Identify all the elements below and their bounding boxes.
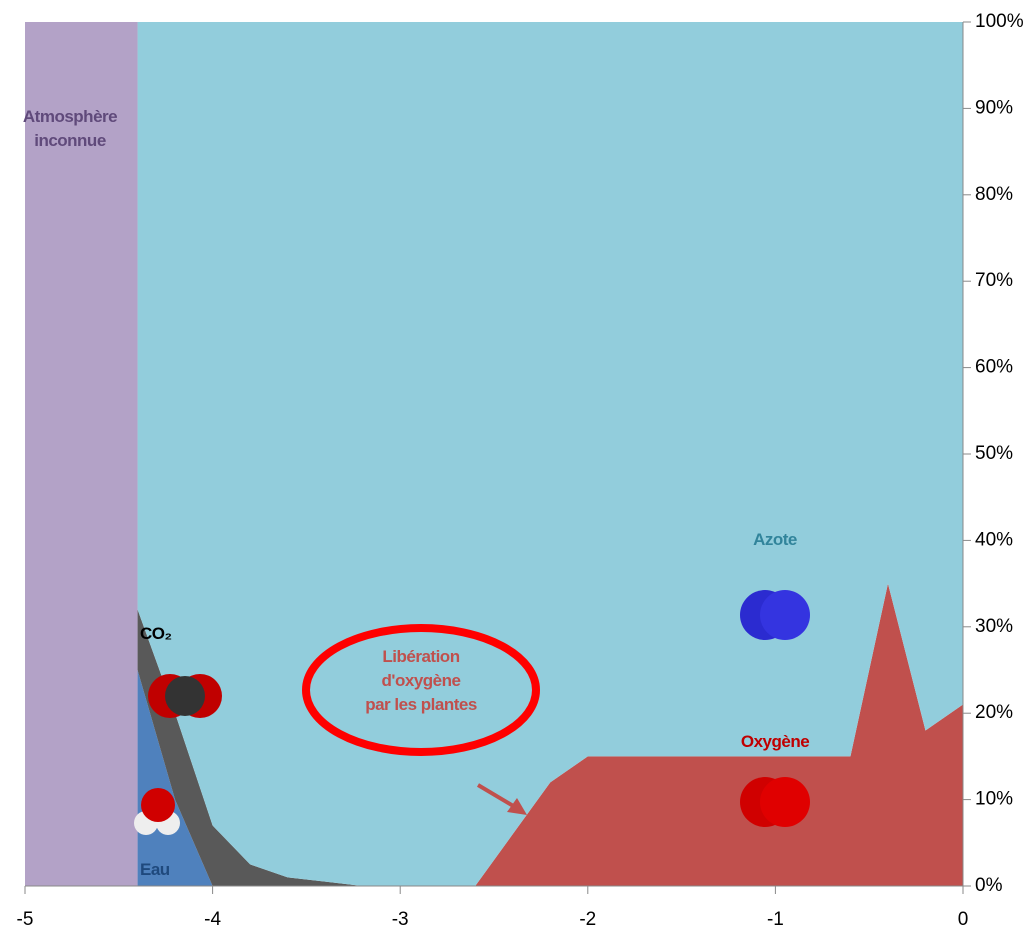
y-tick-label: 90%	[975, 97, 1013, 118]
y-tick-label: 60%	[975, 357, 1013, 378]
y-tick-label: 40%	[975, 529, 1013, 550]
annotation: Libération d'oxygène par les plantes	[341, 645, 501, 717]
highlight-ellipse	[302, 624, 540, 756]
areas	[25, 22, 963, 886]
annotation-line: Libération	[382, 647, 460, 666]
atom	[760, 777, 810, 827]
atom	[141, 788, 175, 822]
x-tick-label: -3	[392, 909, 409, 930]
area	[25, 583, 963, 886]
y-tick-label: 0%	[975, 875, 1003, 896]
molecules	[134, 590, 810, 835]
annotation-line: par les plantes	[365, 695, 477, 714]
area	[25, 22, 963, 886]
axes: -5 -4 -3 -2 -1 0 0% 10% 20% 30% 40% 50% 60% 70% 80% 90%…	[17, 11, 1024, 930]
x-tick-label: -2	[579, 909, 596, 930]
series-label: Eau	[140, 860, 170, 879]
y-tick-label: 80%	[975, 184, 1013, 205]
y-tick-label: 10%	[975, 789, 1013, 810]
y-tick-label: 20%	[975, 702, 1013, 723]
arrow-head	[507, 798, 527, 815]
series-label: CO₂	[140, 624, 172, 643]
x-tick-label: -4	[204, 909, 221, 930]
area	[25, 22, 963, 886]
x-tick-label: 0	[958, 909, 969, 930]
atom	[165, 676, 205, 716]
series-label: Azote	[753, 530, 797, 549]
series-label: Atmosphère inconnue	[22, 107, 118, 150]
y-tick-label: 50%	[975, 443, 1013, 464]
y-tick-label: 30%	[975, 616, 1013, 637]
x-tick-label: -5	[17, 909, 34, 930]
atom	[760, 590, 810, 640]
y-tick-label: 70%	[975, 270, 1013, 291]
series-label: Oxygène	[740, 732, 810, 751]
x-tick-label: -1	[767, 909, 784, 930]
y-tick-label: 100%	[975, 11, 1024, 32]
annotation-line: d'oxygène	[381, 671, 461, 690]
